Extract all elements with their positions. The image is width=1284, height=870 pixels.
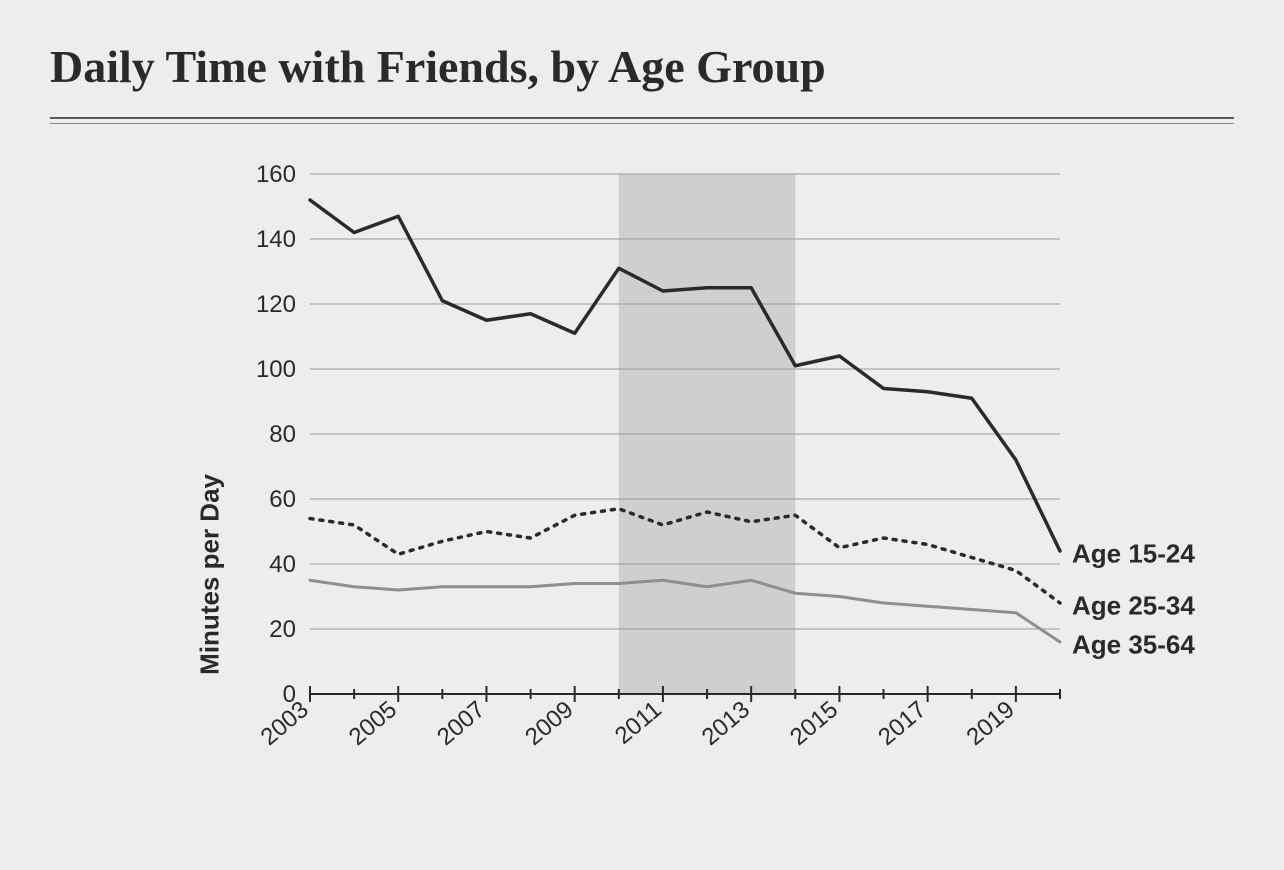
- svg-text:Age 25-34: Age 25-34: [1072, 590, 1195, 620]
- svg-text:60: 60: [269, 486, 296, 513]
- y-axis-label: Minutes per Day: [195, 474, 226, 675]
- svg-text:2009: 2009: [520, 696, 578, 751]
- svg-text:120: 120: [256, 291, 296, 318]
- title-rule: [50, 117, 1234, 124]
- svg-text:2013: 2013: [697, 696, 755, 751]
- svg-text:2019: 2019: [961, 696, 1019, 751]
- svg-text:20: 20: [269, 616, 296, 643]
- svg-text:80: 80: [269, 421, 296, 448]
- svg-text:2005: 2005: [344, 696, 402, 751]
- svg-text:160: 160: [256, 161, 296, 188]
- svg-text:Age 35-64: Age 35-64: [1072, 629, 1195, 659]
- chart-title: Daily Time with Friends, by Age Group: [50, 40, 1234, 93]
- chart-area: Minutes per Day 020406080100120140160200…: [220, 154, 1220, 794]
- svg-text:2017: 2017: [873, 696, 931, 751]
- line-chart: 0204060801001201401602003200520072009201…: [220, 154, 1220, 794]
- svg-text:140: 140: [256, 226, 296, 253]
- svg-text:2007: 2007: [432, 696, 490, 751]
- svg-text:2011: 2011: [610, 696, 667, 750]
- svg-text:40: 40: [269, 551, 296, 578]
- svg-text:Age 15-24: Age 15-24: [1072, 538, 1195, 568]
- svg-text:100: 100: [256, 356, 296, 383]
- svg-text:2015: 2015: [785, 696, 843, 751]
